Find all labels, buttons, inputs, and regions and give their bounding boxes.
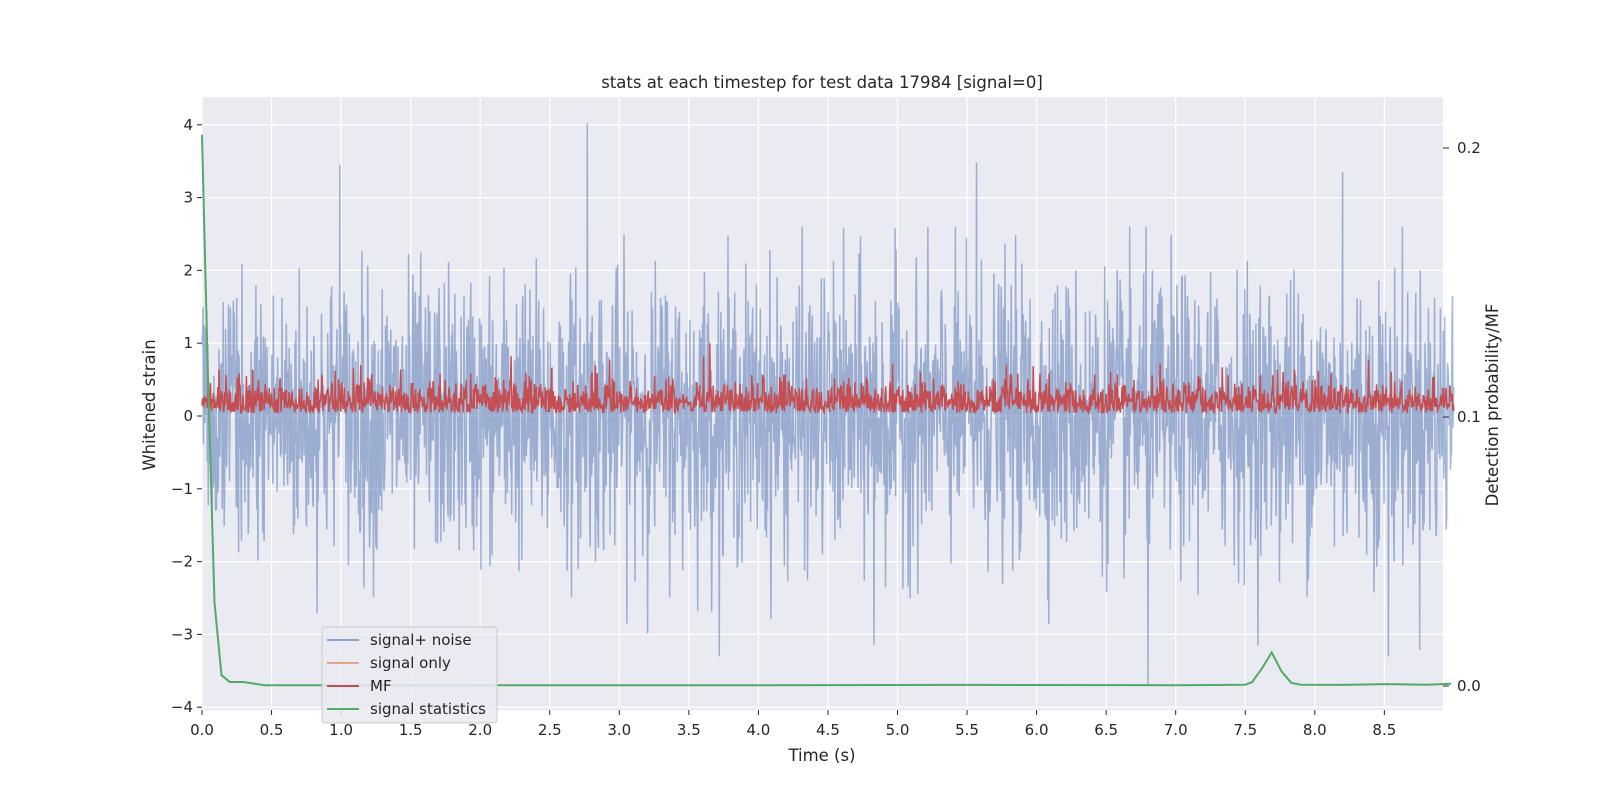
x-tick-label: 0.0 [190,721,214,739]
x-tick-label: 5.0 [886,721,910,739]
mf-line [201,343,1455,416]
y2-axis-label: Detection probability/MF [1483,304,1502,507]
y2-tick-label: 0.2 [1457,139,1481,157]
legend-label-signal-only: signal only [370,654,451,672]
chart-title: stats at each timestep for test data 179… [601,73,1043,92]
y-tick-label: 0 [183,407,193,425]
legend-label-signal-plus-noise: signal+ noise [370,631,472,649]
x-tick-label: 8.0 [1303,721,1327,739]
x-tick-label: 3.5 [677,721,701,739]
mf-series [201,343,1455,416]
y-tick-label: −3 [171,625,193,643]
x-tick-label: 0.5 [260,721,284,739]
legend-label-signal-statistics: signal statistics [370,700,486,718]
x-tick-label: 2.5 [538,721,562,739]
signal-statistics-series [201,134,1452,687]
y-axis-ticks: 4 3 2 1 0 −1 −2 −3 −4 [171,116,202,716]
x-tick-label: 7.5 [1233,721,1257,739]
y2-axis-ticks: 0.2 0.1 0.0 [1443,139,1481,695]
legend-box [321,626,498,724]
y-tick-label: −1 [171,480,193,498]
y-axis-label: Whitened strain [140,339,159,470]
x-tick-label: 5.5 [955,721,979,739]
x-tick-label: 2.0 [468,721,492,739]
legend-label-mf: MF [370,677,392,695]
x-axis-label: Time (s) [787,746,855,765]
y-tick-label: 4 [183,116,193,134]
x-tick-label: 1.5 [399,721,423,739]
signal-statistics-line [201,134,1452,687]
x-tick-label: 8.5 [1372,721,1396,739]
signal-plus-noise-series [201,123,1455,686]
x-tick-label: 3.0 [607,721,631,739]
legend: signal+ noise signal only MF signal stat… [321,626,498,724]
x-tick-label: 6.0 [1025,721,1049,739]
y2-tick-label: 0.0 [1457,677,1481,695]
y2-tick-label: 0.1 [1457,408,1481,426]
signal-plus-noise-line [201,123,1455,686]
y-tick-label: −4 [171,698,193,716]
y-tick-label: 3 [183,189,193,207]
y-tick-label: −2 [171,553,193,571]
y-tick-label: 1 [183,334,193,352]
y-tick-label: 2 [183,261,193,279]
x-tick-label: 6.5 [1094,721,1118,739]
x-tick-label: 4.5 [816,721,840,739]
x-axis-ticks: 0.0 0.5 1.0 1.5 2.0 2.5 3.0 3.5 4.0 4.5 5.0 5.5 6.0 6… [190,710,1396,739]
x-tick-label: 1.0 [329,721,353,739]
x-tick-label: 4.0 [746,721,770,739]
x-tick-label: 7.0 [1164,721,1188,739]
